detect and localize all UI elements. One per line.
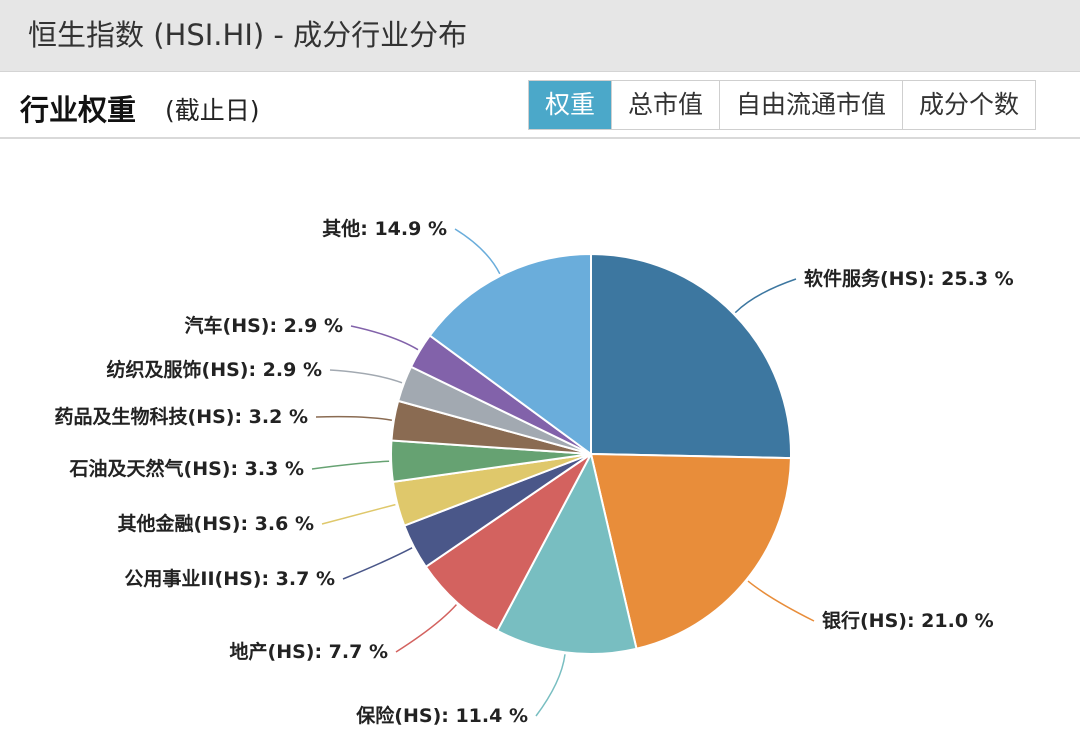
page-title: 恒生指数 (HSI.HI) - 成分行业分布 <box>28 18 468 52</box>
pie-slice[interactable] <box>424 453 592 633</box>
pie-slice[interactable] <box>495 451 638 655</box>
slice-label: 地产(HS): 7.7 % <box>230 640 388 663</box>
metric-tabs: 权重 总市值 自由流通市值 成分个数 <box>528 80 1037 130</box>
leader-line <box>734 278 797 314</box>
slice-label: 保险(HS): 11.4 % <box>355 704 528 727</box>
slice-label: 药品及生物科技(HS): 3.2 % <box>55 405 308 428</box>
leader-line <box>321 503 396 525</box>
slice-label: 石油及天然气(HS): 3.3 % <box>69 457 304 480</box>
section-title: 行业权重 <box>20 93 137 127</box>
section-date-note: (截止日) <box>165 96 260 125</box>
tab-total-market-cap[interactable]: 总市值 <box>611 81 719 129</box>
pie-slice[interactable] <box>590 252 792 460</box>
leader-line <box>311 460 390 470</box>
leader-line <box>315 415 393 421</box>
slice-label: 其他金融(HS): 3.6 % <box>118 512 314 535</box>
tab-weight[interactable]: 权重 <box>529 81 612 129</box>
tab-constituent-count[interactable]: 成分个数 <box>902 81 1035 129</box>
pie-slice[interactable] <box>589 452 792 650</box>
leader-line <box>535 654 566 717</box>
slice-label: 软件服务(HS): 25.3 % <box>804 267 1014 290</box>
leader-line <box>342 547 413 580</box>
slice-label: 银行(HS): 21.0 % <box>822 609 994 632</box>
leader-line <box>350 325 419 351</box>
slice-label: 汽车(HS): 2.9 % <box>185 314 343 337</box>
leader-line <box>454 228 501 275</box>
leader-line <box>329 369 403 384</box>
slice-label: 其他: 14.9 % <box>322 217 447 240</box>
slice-label: 纺织及服饰(HS): 2.9 % <box>107 358 322 381</box>
industry-pie-chart: 软件服务(HS): 25.3 % 银行(HS): 21.0 % 保险(HS): 11… <box>55 217 1014 727</box>
leader-line <box>395 604 457 653</box>
header-bar: 恒生指数 (HSI.HI) - 成分行业分布 <box>0 0 1080 72</box>
section-header: 行业权重 (截止日) 权重 总市值 自由流通市值 成分个数 <box>0 72 1080 139</box>
tab-free-float-market-cap[interactable]: 自由流通市值 <box>719 81 902 129</box>
leader-line <box>747 580 815 622</box>
pie-slice[interactable] <box>428 252 592 456</box>
slice-label: 公用事业II(HS): 3.7 % <box>124 567 335 590</box>
